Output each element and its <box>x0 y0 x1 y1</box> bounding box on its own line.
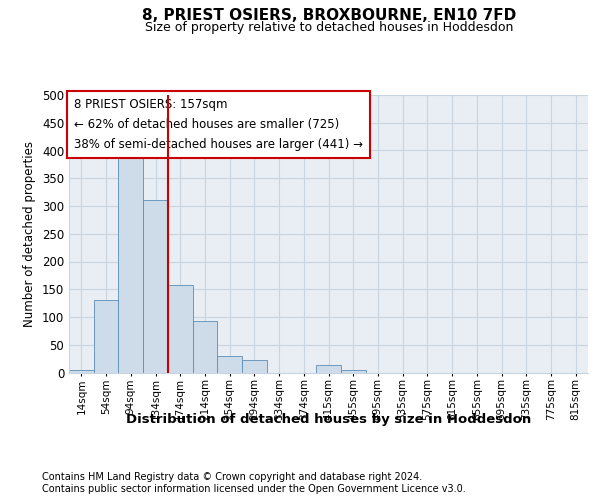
Bar <box>118 148 143 372</box>
Text: Size of property relative to detached houses in Hoddesdon: Size of property relative to detached ho… <box>145 21 513 34</box>
Bar <box>341 370 365 372</box>
Bar <box>316 366 341 372</box>
Text: Distribution of detached houses by size in Hoddesdon: Distribution of detached houses by size … <box>126 412 532 426</box>
Bar <box>94 300 118 372</box>
Bar <box>143 200 168 372</box>
Text: 8, PRIEST OSIERS, BROXBOURNE, EN10 7FD: 8, PRIEST OSIERS, BROXBOURNE, EN10 7FD <box>142 8 516 22</box>
Y-axis label: Number of detached properties: Number of detached properties <box>23 141 37 327</box>
Text: Contains HM Land Registry data © Crown copyright and database right 2024.: Contains HM Land Registry data © Crown c… <box>42 472 422 482</box>
Bar <box>168 286 193 372</box>
Bar <box>242 360 267 372</box>
Bar <box>69 370 94 372</box>
Bar <box>217 356 242 372</box>
Text: Contains public sector information licensed under the Open Government Licence v3: Contains public sector information licen… <box>42 484 466 494</box>
Text: 8 PRIEST OSIERS: 157sqm
← 62% of detached houses are smaller (725)
38% of semi-d: 8 PRIEST OSIERS: 157sqm ← 62% of detache… <box>74 98 363 151</box>
Bar <box>193 321 217 372</box>
